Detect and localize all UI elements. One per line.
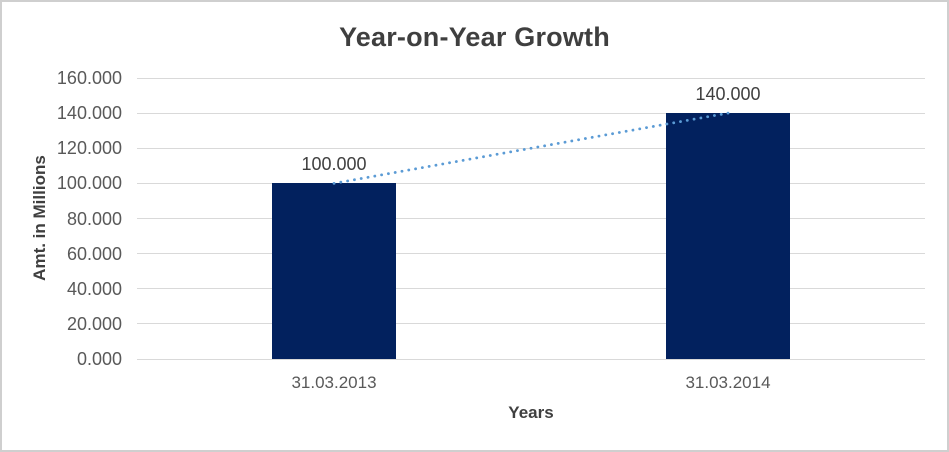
y-tick-label: 160.000 (56, 68, 122, 88)
y-tick-label: 40.000 (66, 278, 122, 299)
y-tick-label: 100.000 (56, 173, 122, 194)
bar-31.03.2013 (272, 183, 396, 359)
gridline (137, 77, 925, 79)
x-tick-label: 31.03.2014 (685, 373, 771, 392)
bar-31.03.2014 (666, 113, 790, 359)
data-label: 140.000 (695, 84, 761, 105)
y-tick-label: 140.000 (56, 103, 122, 124)
gridline (137, 218, 925, 219)
gridline (137, 253, 925, 255)
y-tick-label: 60.000 (66, 243, 122, 264)
y-tick-label: 0.000 (76, 349, 122, 369)
y-tick-label: 80.000 (66, 208, 122, 229)
gridline (137, 323, 925, 325)
gridline (137, 358, 925, 360)
plot-area: 100.000 140.000 (137, 77, 925, 360)
data-label: 100.000 (301, 154, 367, 175)
gridline (137, 288, 925, 290)
y-tick-label: 20.000 (66, 313, 122, 334)
x-axis-title: Years (508, 403, 554, 422)
gridline (137, 112, 925, 114)
gridline (137, 147, 925, 149)
chart-title: Year-on-Year Growth (339, 22, 610, 52)
y-tick-label: 120.000 (56, 138, 122, 159)
x-tick-label: 31.03.2013 (291, 373, 377, 392)
gridline (137, 182, 925, 184)
